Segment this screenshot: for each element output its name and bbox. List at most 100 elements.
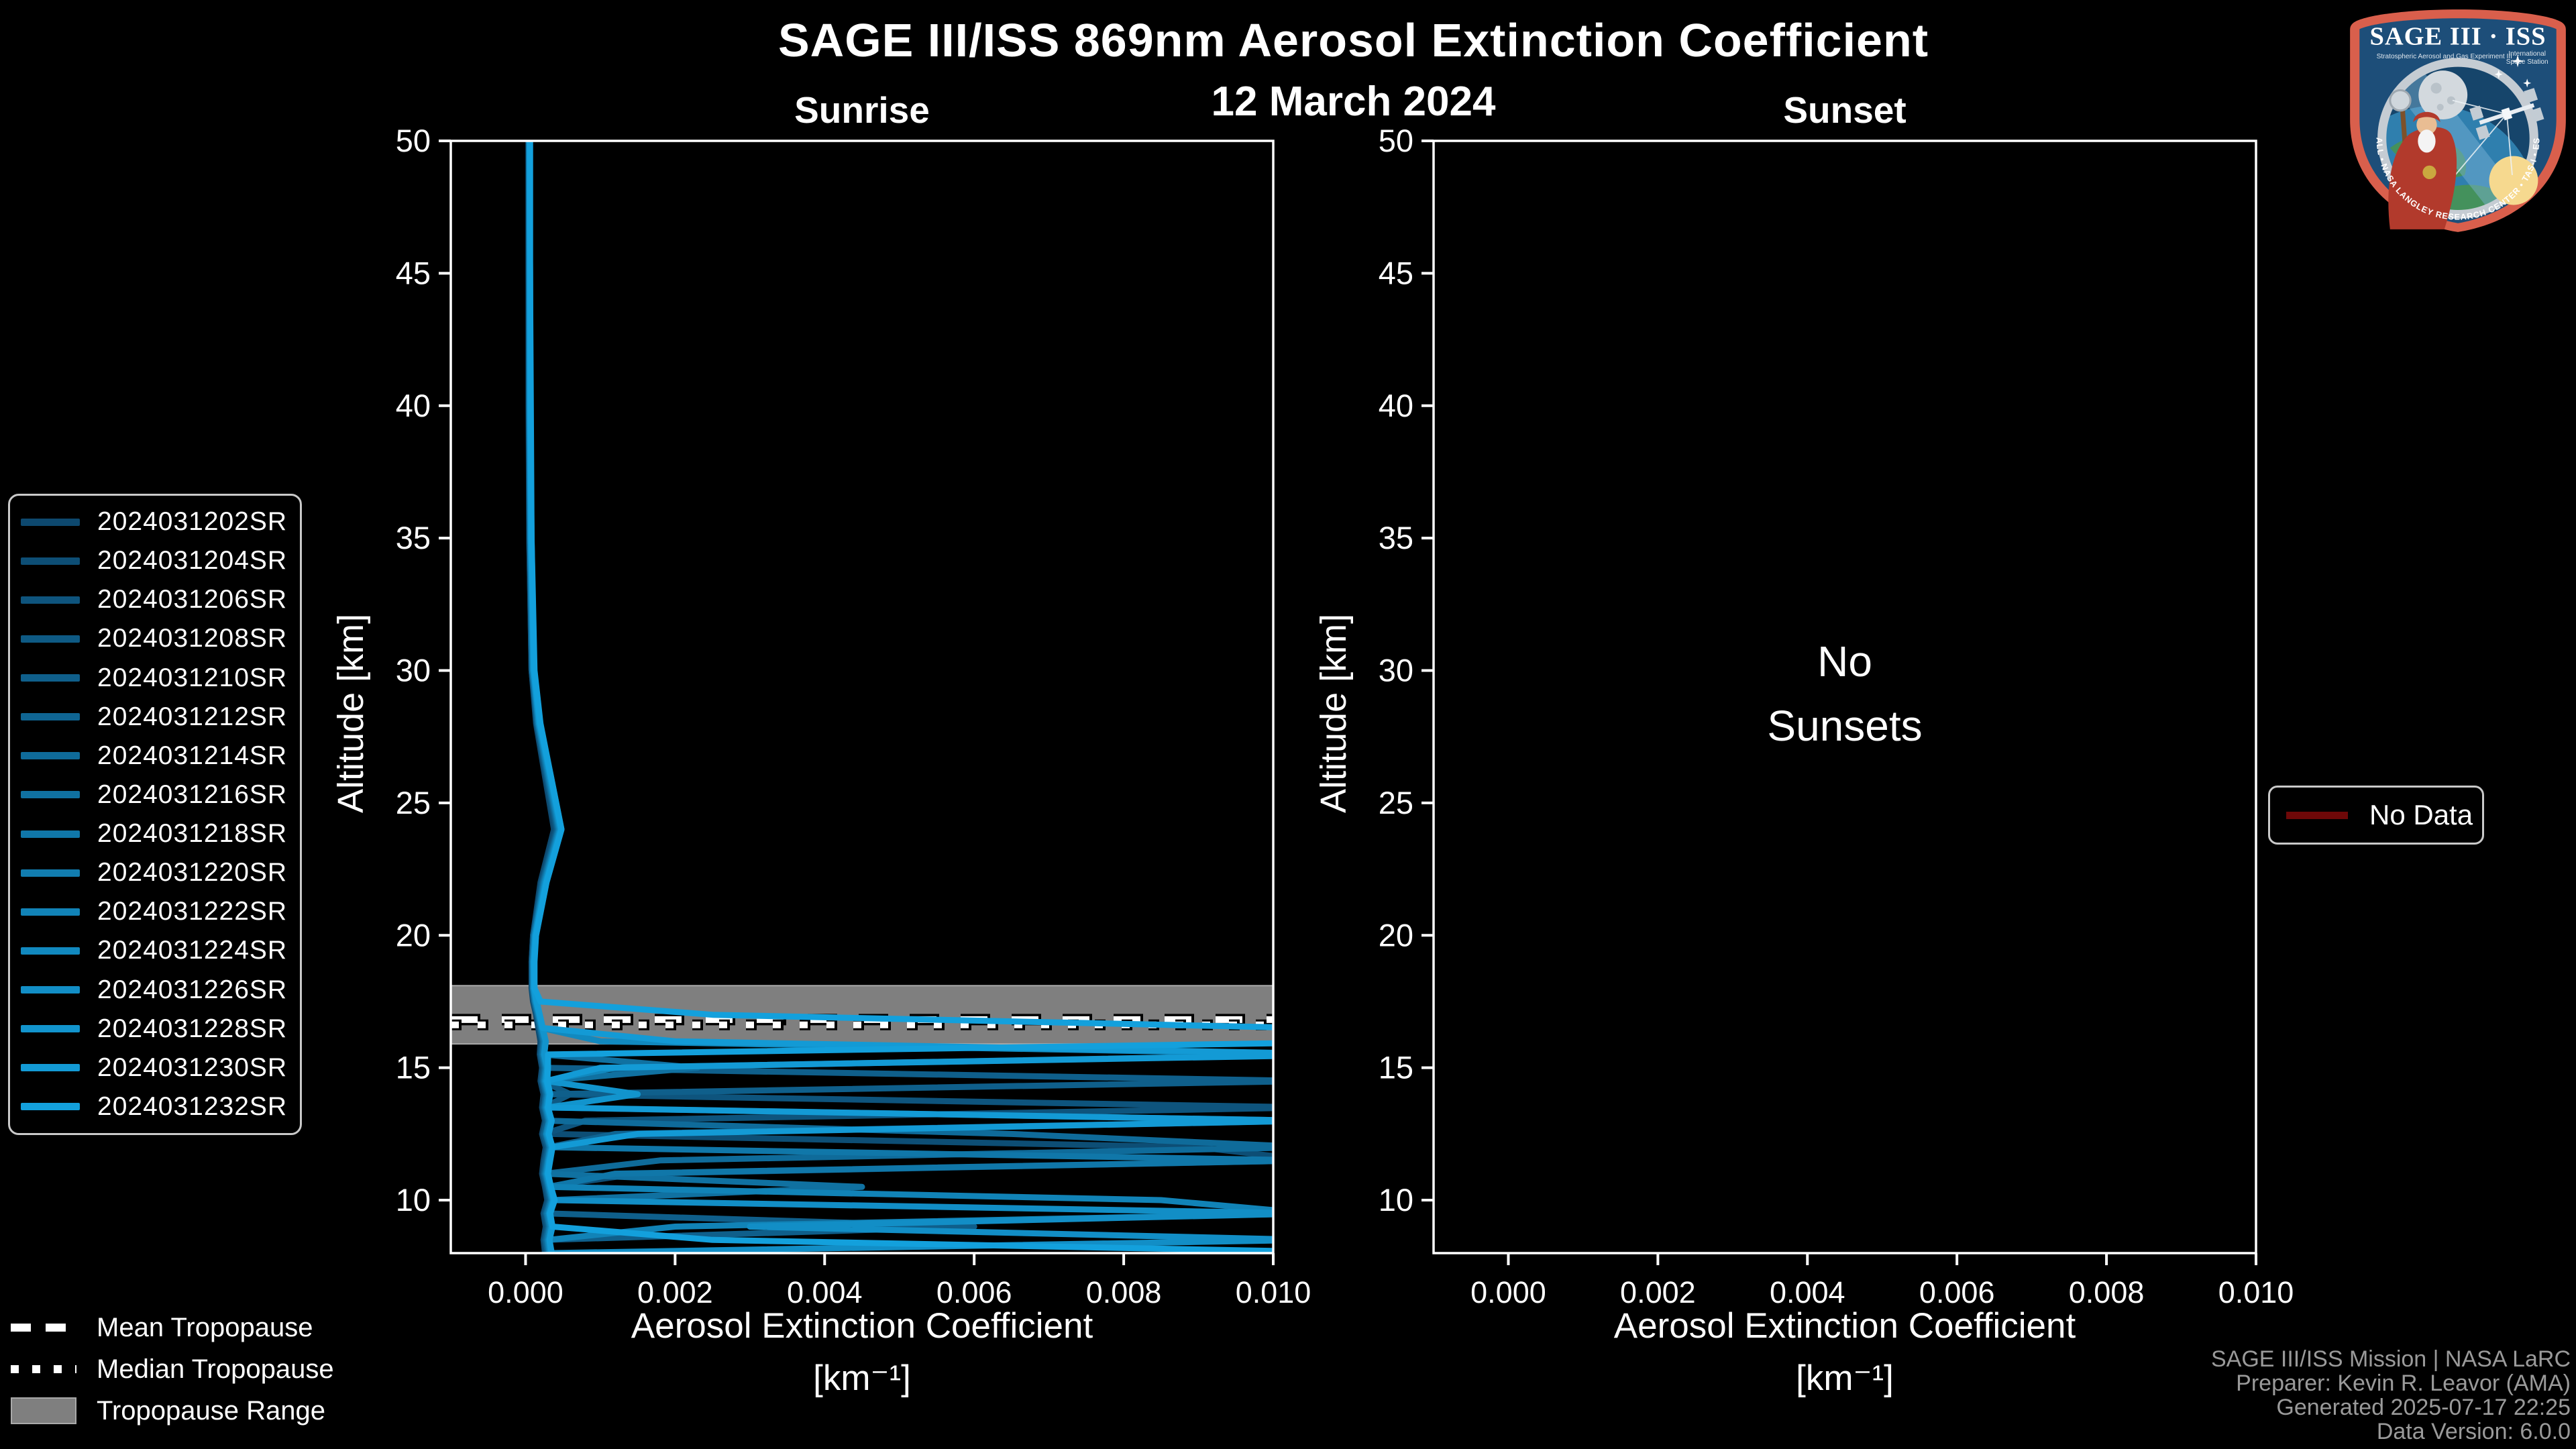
tropopause-legend: Mean Tropopause Median Tropopause Tropopau…: [11, 1307, 334, 1432]
x-tick-label: 0.010: [1236, 1275, 1311, 1309]
y-tick-label: 25: [396, 785, 431, 820]
tropopause-legend-label: Mean Tropopause: [97, 1312, 313, 1342]
legend-item-2024031224SR: 2024031224SR: [21, 934, 296, 967]
y-tick-label: 10: [1379, 1182, 1413, 1218]
y-tick-label: 20: [396, 917, 431, 953]
footer-line-generated: Generated 2025-07-17 22:25: [2276, 1395, 2571, 1420]
logo-sun: [2489, 156, 2538, 205]
y-axis-label-sunrise: Altitude [km]: [331, 613, 371, 813]
legend-line-sample: [21, 674, 80, 682]
y-tick-label: 40: [396, 388, 431, 423]
y-tick-label: 15: [396, 1050, 431, 1085]
y-tick-label: 20: [1379, 917, 1413, 953]
no-data-line-sample: [2286, 811, 2348, 819]
legend-item-label: 2024031204SR: [97, 546, 288, 576]
x-tick-label: 0.002: [1620, 1275, 1696, 1309]
legend-item-label: 2024031230SR: [97, 1053, 288, 1082]
logo-tagline-left: Stratospheric Aerosol and Gas Experiment…: [2377, 53, 2512, 60]
legend-item-label: 2024031218SR: [97, 819, 288, 848]
logo-tagline-right-1: International: [2508, 50, 2546, 58]
legend-line-sample: [21, 557, 80, 565]
y-tick-label: 25: [1379, 785, 1413, 820]
legend-item-2024031210SR: 2024031210SR: [21, 661, 296, 695]
y-tick-label: 45: [1379, 255, 1413, 290]
legend-item-2024031228SR: 2024031228SR: [21, 1012, 296, 1046]
legend-item-2024031202SR: 2024031202SR: [21, 505, 296, 539]
legend-item-label: 2024031232SR: [97, 1091, 288, 1121]
x-axis-units-sunset: [km⁻¹]: [1796, 1358, 1894, 1398]
tropopause-legend-label: Median Tropopause: [97, 1354, 334, 1384]
no-sunsets-line1: No: [1817, 637, 1872, 686]
y-tick-label: 10: [396, 1182, 431, 1218]
legend-item-2024031212SR: 2024031212SR: [21, 700, 296, 734]
logo-title: SAGE III · ISS: [2369, 23, 2546, 51]
legend-item-label: 2024031226SR: [97, 975, 288, 1004]
profile-2024031210SR: [526, 141, 1273, 1253]
y-axis-label-sunset: Altitude [km]: [1313, 613, 1354, 813]
legend-line-sample: [21, 830, 80, 838]
legend-item-label: 2024031222SR: [97, 897, 288, 926]
no-sunsets-line2: Sunsets: [1767, 702, 1923, 750]
no-data-label: No Data: [2369, 799, 2473, 830]
y-tick-label: 30: [1379, 653, 1413, 688]
legend-item-label: 2024031216SR: [97, 780, 288, 809]
legend-line-sample: [21, 791, 80, 799]
x-tick-label: 0.000: [488, 1275, 564, 1309]
y-tick-label: 30: [396, 653, 431, 688]
legend-item-2024031220SR: 2024031220SR: [21, 856, 296, 890]
legend-line-sample: [21, 518, 80, 526]
sage-iss-logo: SAGE III · ISS Stratospheric Aerosol and…: [2343, 5, 2566, 232]
legend-item-label: 2024031202SR: [97, 507, 288, 536]
tropopause-dashed-sample: [11, 1324, 76, 1332]
legend-line-sample: [21, 986, 80, 994]
footer-credits: SAGE III/ISS Mission | NASA LaRC Prepare…: [2211, 1347, 2571, 1444]
logo-moon: [2418, 70, 2468, 119]
legend-item-2024031204SR: 2024031204SR: [21, 544, 296, 578]
x-tick-label: 0.006: [1919, 1275, 1995, 1309]
logo-sage-figure: [2388, 89, 2457, 229]
y-tick-label: 40: [1379, 388, 1413, 423]
legend-line-sample: [21, 635, 80, 643]
legend-item-label: 2024031214SR: [97, 741, 288, 770]
sunset-plot-frame: [1432, 140, 2257, 1254]
legend-item-label: 2024031220SR: [97, 858, 288, 888]
event-legend: 2024031202SR 2024031204SR 2024031206SR 2024…: [8, 494, 302, 1135]
tropopause-legend-item: Median Tropopause: [11, 1348, 334, 1390]
legend-item-2024031226SR: 2024031226SR: [21, 973, 296, 1007]
legend-item-2024031218SR: 2024031218SR: [21, 817, 296, 851]
y-tick-label: 15: [1379, 1050, 1413, 1085]
no-sunsets-message: No Sunsets: [1434, 629, 2256, 758]
x-tick-label: 0.008: [1086, 1275, 1162, 1309]
legend-line-sample: [21, 1025, 80, 1033]
legend-item-2024031206SR: 2024031206SR: [21, 583, 296, 616]
y-tick-label: 35: [1379, 520, 1413, 555]
legend-line-sample: [21, 752, 80, 760]
tropopause-legend-item: Mean Tropopause: [11, 1307, 334, 1348]
x-tick-label: 0.006: [936, 1275, 1012, 1309]
x-tick-label: 0.002: [637, 1275, 713, 1309]
legend-item-2024031230SR: 2024031230SR: [21, 1051, 296, 1085]
tropopause-patch-sample: [11, 1397, 76, 1424]
legend-item-label: 2024031210SR: [97, 663, 288, 692]
x-tick-label: 0.008: [2069, 1275, 2145, 1309]
legend-item-2024031222SR: 2024031222SR: [21, 895, 296, 928]
x-tick-label: 0.010: [2218, 1275, 2294, 1309]
tropopause-legend-label: Tropopause Range: [97, 1395, 325, 1426]
legend-line-sample: [21, 1064, 80, 1072]
legend-line-sample: [21, 713, 80, 721]
footer-line-mission: SAGE III/ISS Mission | NASA LaRC: [2210, 1346, 2571, 1372]
logo-ring: [2377, 58, 2538, 219]
y-tick-label: 45: [396, 255, 431, 290]
legend-line-sample: [21, 947, 80, 955]
tropopause-dotted-sample: [11, 1365, 76, 1373]
legend-item-label: 2024031208SR: [97, 624, 288, 653]
x-axis-units-sunrise: [km⁻¹]: [813, 1358, 911, 1398]
logo-iss: [2469, 88, 2544, 140]
legend-line-sample: [21, 596, 80, 604]
sunset-panel: 0.000 0.002 0.004 0.006 0.008 0.010 50 45 40 35 30…: [1379, 123, 2294, 1309]
profile-2024031232SR: [527, 141, 1273, 1253]
x-tick-label: 0.000: [1470, 1275, 1546, 1309]
sunrise-panel: 0.000 0.002 0.004 0.006 0.008 0.010 50 45 40 35 30…: [396, 123, 1311, 1309]
sunrise-panel-title: Sunrise: [794, 89, 930, 131]
